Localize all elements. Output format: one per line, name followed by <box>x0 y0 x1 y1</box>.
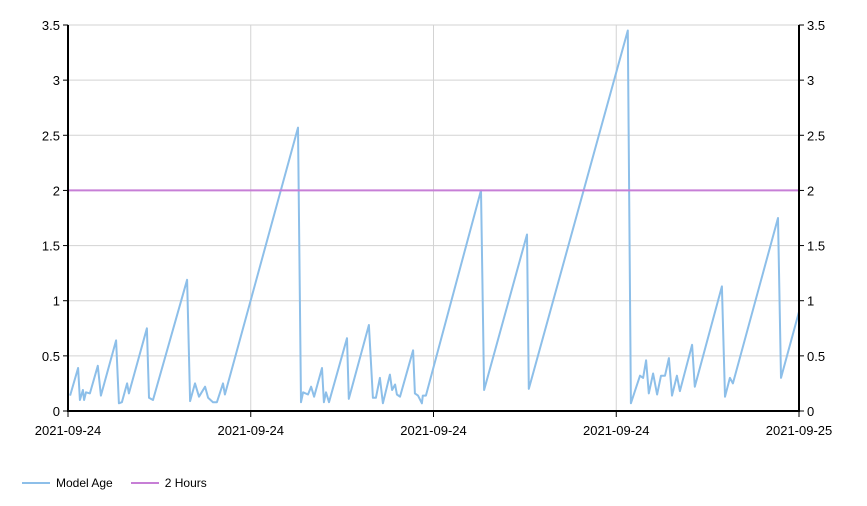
y-tick-label-right: 0.5 <box>807 349 825 364</box>
y-tick-label-left: 2 <box>53 183 60 198</box>
y-tick-label-left: 3 <box>53 73 60 88</box>
line-chart: 0 0 0.5 0.5 1 1 1.5 1.5 2 2 2.5 2.5 3 3 3.5 3.5 2021-09-… <box>35 18 833 438</box>
legend-item-2-hours: 2 Hours <box>130 476 207 490</box>
y-tick-label-right: 2.5 <box>807 128 825 143</box>
y-tick-label-left: 1 <box>53 294 60 309</box>
x-tick-label: 2021-09-24 <box>35 423 102 438</box>
y-tick-label-right: 1.5 <box>807 239 825 254</box>
x-tick-label: 2021-09-24 <box>400 423 467 438</box>
y-tick-label-left: 3.5 <box>42 18 60 33</box>
y-tick-label-left: 1.5 <box>42 239 60 254</box>
y-tick-label-right: 2 <box>807 183 814 198</box>
legend-label: 2 Hours <box>164 476 207 490</box>
y-tick-label-left: 2.5 <box>42 128 60 143</box>
y-tick-label-right: 1 <box>807 294 814 309</box>
legend: Model Age 2 Hours <box>22 476 207 490</box>
y-tick-label-right: 0 <box>807 404 814 419</box>
y-tick-label-left: 0.5 <box>42 349 60 364</box>
x-tick-label: 2021-09-25 <box>766 423 833 438</box>
x-tick-label: 2021-09-24 <box>218 423 285 438</box>
legend-label: Model Age <box>56 476 113 490</box>
legend-item-model-age: Model Age <box>22 476 113 490</box>
y-tick-label-left: 0 <box>53 404 60 419</box>
x-tick-label: 2021-09-24 <box>583 423 650 438</box>
series-line-model-age <box>69 29 800 405</box>
legend-swatch-model-age <box>22 482 50 484</box>
y-tick-label-right: 3.5 <box>807 18 825 33</box>
legend-swatch-2-hours <box>130 482 159 484</box>
y-tick-label-right: 3 <box>807 73 814 88</box>
